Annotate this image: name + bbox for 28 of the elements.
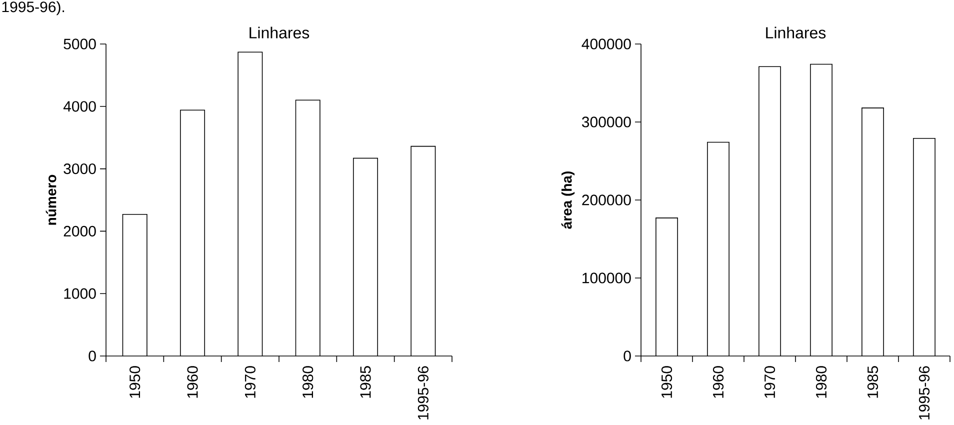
y-tick-label: 0 — [624, 350, 631, 362]
y-tick-label: 2000 — [64, 226, 96, 236]
text: 1995-96). — [2, 1, 64, 16]
y-tick-label: 1000 — [64, 288, 96, 299]
x-tick-label: 1995-96 — [418, 366, 428, 420]
y-tick-label: 4000 — [63, 101, 96, 112]
x-tick-label: 1970 — [244, 366, 256, 398]
y-tick-label: 0 — [88, 350, 96, 362]
y-tick-label: 5000 — [64, 38, 96, 50]
x-tick-label: 1950 — [661, 366, 672, 398]
x-tick-label: 1995-96 — [918, 366, 930, 420]
y-tick-label: 300000 — [582, 116, 631, 128]
y-tick-label: 100000 — [582, 272, 631, 284]
x-tick-label: 1980 — [302, 366, 314, 398]
x-tick-label: 1950 — [130, 366, 140, 398]
y-tick-label: 400000 — [582, 38, 631, 50]
chart-title: Linhares — [766, 26, 826, 38]
y-axis-title: área (ha) — [561, 172, 575, 229]
chart-title: Linhares — [250, 26, 310, 38]
y-axis-title: número — [46, 174, 56, 225]
x-tick-label: 1985 — [360, 366, 371, 398]
x-tick-label: 1960 — [187, 366, 198, 398]
y-tick-label: 200000 — [582, 194, 631, 206]
x-tick-label: 1980 — [816, 366, 827, 398]
x-tick-label: 1985 — [867, 366, 878, 398]
x-tick-label: 1970 — [764, 366, 776, 398]
x-tick-label: 1960 — [712, 366, 724, 398]
y-tick-label: 3000 — [64, 163, 96, 174]
